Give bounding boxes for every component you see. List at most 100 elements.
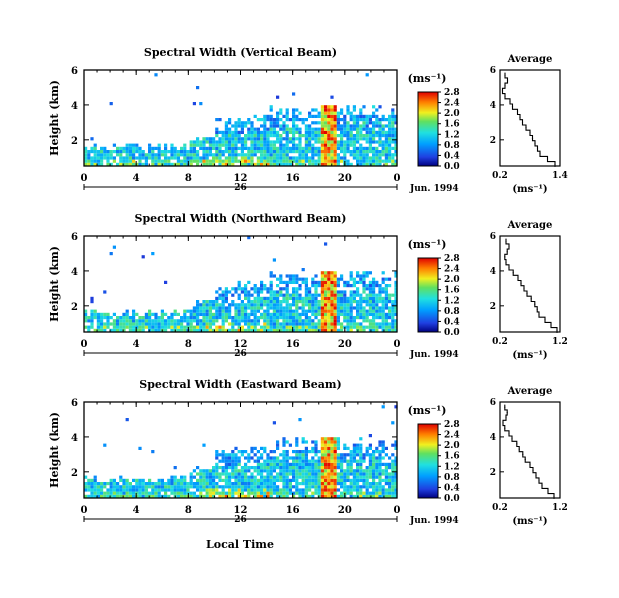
heatmap-cell <box>298 316 302 320</box>
heatmap-cell <box>295 491 299 495</box>
heatmap-cell <box>237 450 241 454</box>
heatmap-cell <box>288 316 292 320</box>
heatmap-cell <box>186 485 190 489</box>
heatmap-cell <box>327 271 331 275</box>
heatmap-cell <box>304 137 308 141</box>
heatmap-cell <box>160 482 164 486</box>
heatmap-cell <box>244 328 248 332</box>
heatmap-cell <box>205 309 209 313</box>
heatmap-cell <box>244 159 248 163</box>
average-frame <box>499 69 561 167</box>
heatmap-cell <box>247 137 251 141</box>
heatmap-cell <box>189 162 193 166</box>
heatmap-cell <box>333 137 337 141</box>
heatmap-cell <box>365 150 369 154</box>
heatmap-cell <box>256 150 260 154</box>
heatmap-cell <box>253 491 257 495</box>
heatmap-cell <box>327 159 331 163</box>
heatmap-cell <box>199 143 203 147</box>
heatmap-cell <box>199 156 203 160</box>
heatmap-cell <box>183 482 187 486</box>
heatmap-cell <box>320 443 324 447</box>
heatmap-cell <box>304 472 308 476</box>
heatmap-cell <box>260 140 264 144</box>
heatmap-cell <box>320 456 324 460</box>
heatmap-cell <box>378 325 382 329</box>
heatmap-cell <box>93 162 97 166</box>
heatmap-cell <box>119 328 123 332</box>
heatmap-cell <box>151 325 155 329</box>
average-profile-point <box>504 427 506 429</box>
heatmap-cell <box>330 159 334 163</box>
heatmap-cell <box>304 300 308 304</box>
heatmap-cell <box>135 478 139 482</box>
heatmap-cell <box>314 453 318 457</box>
heatmap-cell <box>263 488 267 492</box>
heatmap-cell <box>340 111 344 115</box>
heatmap-cell <box>359 469 363 473</box>
heatmap-cell <box>279 300 283 304</box>
heatmap-cell <box>138 146 142 150</box>
heatmap-cell <box>336 309 340 313</box>
heatmap-cell <box>327 137 331 141</box>
heatmap-cell <box>170 312 174 316</box>
heatmap-cell <box>250 146 254 150</box>
heatmap-cell <box>394 446 398 450</box>
heatmap-cell <box>253 150 257 154</box>
heatmap-cell <box>282 453 286 457</box>
heatmap-cell <box>282 156 286 160</box>
heatmap-cell <box>224 130 228 134</box>
heatmap-cell <box>247 475 251 479</box>
heatmap-cell <box>256 143 260 147</box>
heatmap-cell <box>218 475 222 479</box>
heatmap-cell <box>320 156 324 160</box>
heatmap-cell <box>308 316 312 320</box>
heatmap-cell <box>135 322 139 326</box>
heatmap-cell <box>256 328 260 332</box>
heatmap-cell <box>388 296 392 300</box>
heatmap-cell <box>141 478 145 482</box>
heatmap-cell <box>388 472 392 476</box>
heatmap-cell <box>132 325 136 329</box>
heatmap-cell <box>317 475 321 479</box>
heatmap-cell <box>391 111 395 115</box>
heatmap-cell <box>381 134 385 138</box>
heatmap-cell <box>368 453 372 457</box>
heatmap-cell <box>109 252 113 256</box>
heatmap-cell <box>365 453 369 457</box>
heatmap-cell <box>340 277 344 281</box>
heatmap-cell <box>295 328 299 332</box>
heatmap-cell <box>234 150 238 154</box>
heatmap-cell <box>272 488 276 492</box>
heatmap-cell <box>221 293 225 297</box>
heatmap-cell <box>256 469 260 473</box>
heatmap-cell <box>285 475 289 479</box>
x-tick-label: 0 <box>394 339 401 350</box>
heatmap-cell <box>292 462 296 466</box>
heatmap-cell <box>135 312 139 316</box>
heatmap-cell <box>314 440 318 444</box>
heatmap-cell <box>288 478 292 482</box>
heatmap-cell <box>359 274 363 278</box>
average-profile-point <box>506 251 508 253</box>
heatmap-cell <box>324 312 328 316</box>
heatmap-cell <box>93 143 97 147</box>
heatmap-cell <box>375 475 379 479</box>
heatmap-cell <box>144 316 148 320</box>
heatmap-cell <box>356 290 360 294</box>
heatmap-cell <box>333 469 337 473</box>
heatmap-cell <box>269 127 273 131</box>
heatmap-cell <box>327 303 331 307</box>
heatmap-cell <box>333 456 337 460</box>
heatmap-cell <box>324 280 328 284</box>
heatmap-cell <box>263 287 267 291</box>
heatmap-cell <box>308 306 312 310</box>
heatmap-cell <box>311 469 315 473</box>
heatmap-cell <box>279 143 283 147</box>
heatmap-cell <box>346 150 350 154</box>
heatmap-cell <box>112 325 116 329</box>
heatmap-cell <box>234 475 238 479</box>
heatmap-cell <box>311 459 315 463</box>
heatmap-cell <box>90 162 94 166</box>
heatmap-cell <box>112 319 116 323</box>
